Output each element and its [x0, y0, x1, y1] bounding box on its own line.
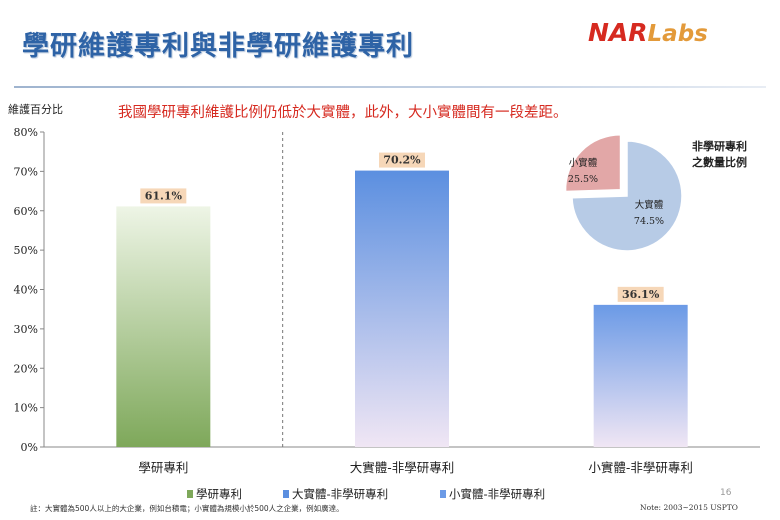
bar: [593, 304, 688, 447]
legend-swatch: [440, 490, 446, 498]
y-tick-label: 30%: [14, 323, 38, 336]
data-label: 36.1%: [622, 288, 660, 301]
page-number: 16: [720, 488, 732, 498]
pie-slice-label: 大實體: [635, 199, 664, 211]
bar-chart: 維護百分比 0% 10% 20% 30% 40% 50% 60% 70% 80% 61.1% 學研專利…: [8, 102, 760, 501]
y-tick-label: 10%: [14, 402, 38, 415]
legend-swatch: [283, 490, 289, 498]
x-tick-label: 小實體-非學研專利: [588, 460, 693, 475]
y-tick-label: 0%: [21, 441, 38, 454]
legend-label: 學研專利: [196, 487, 242, 501]
logo-suffix: Labs: [647, 21, 708, 47]
y-tick-label: 20%: [14, 362, 38, 375]
data-label-bg: [140, 188, 187, 204]
pie-slice-value: 25.5%: [568, 174, 598, 185]
x-tick-label: 大實體-非學研專利: [350, 460, 455, 475]
y-tick-label: 60%: [14, 205, 38, 218]
y-tick-label: 50%: [14, 244, 38, 257]
title-divider: [14, 86, 766, 88]
legend-label: 小實體-非學研專利: [449, 487, 545, 501]
pie-slice: [571, 140, 683, 252]
pie-title-line2: 之數量比例: [692, 155, 747, 169]
pie-slice: [564, 133, 622, 193]
legend-label: 大實體-非學研專利: [292, 487, 388, 501]
data-label: 61.1%: [145, 189, 183, 202]
slide-title: 學研維護專利與非學研維護專利: [22, 31, 414, 62]
pie-title-line1: 非學研專利: [692, 139, 747, 153]
bar: [116, 206, 211, 447]
logo-main: NAR: [588, 18, 648, 47]
chart-subtitle: 我國學研專利維護比例仍低於大實體，此外，大小實體間有一段差距。: [118, 105, 568, 121]
bar: [355, 170, 449, 447]
nar-labs-logo: NARLabs: [588, 18, 708, 47]
data-label-bg: [379, 152, 425, 168]
source-note: Note: 2003~2015 USPTO: [640, 503, 738, 512]
y-tick-label: 40%: [14, 284, 38, 297]
x-tick-label: 學研專利: [138, 460, 188, 475]
y-axis-label: 維護百分比: [8, 102, 63, 116]
pie-slice-label: 小實體: [569, 157, 598, 169]
y-tick-label: 80%: [14, 126, 38, 139]
data-label: 70.2%: [383, 154, 421, 167]
footnote: 註：大實體為500人以上的大企業，例如台積電；小實體為規模小於500人之企業，例…: [30, 504, 344, 513]
data-label-bg: [617, 286, 664, 302]
legend-swatch: [187, 490, 193, 498]
pie-slice-value: 74.5%: [634, 216, 664, 227]
y-tick-label: 70%: [14, 165, 38, 178]
